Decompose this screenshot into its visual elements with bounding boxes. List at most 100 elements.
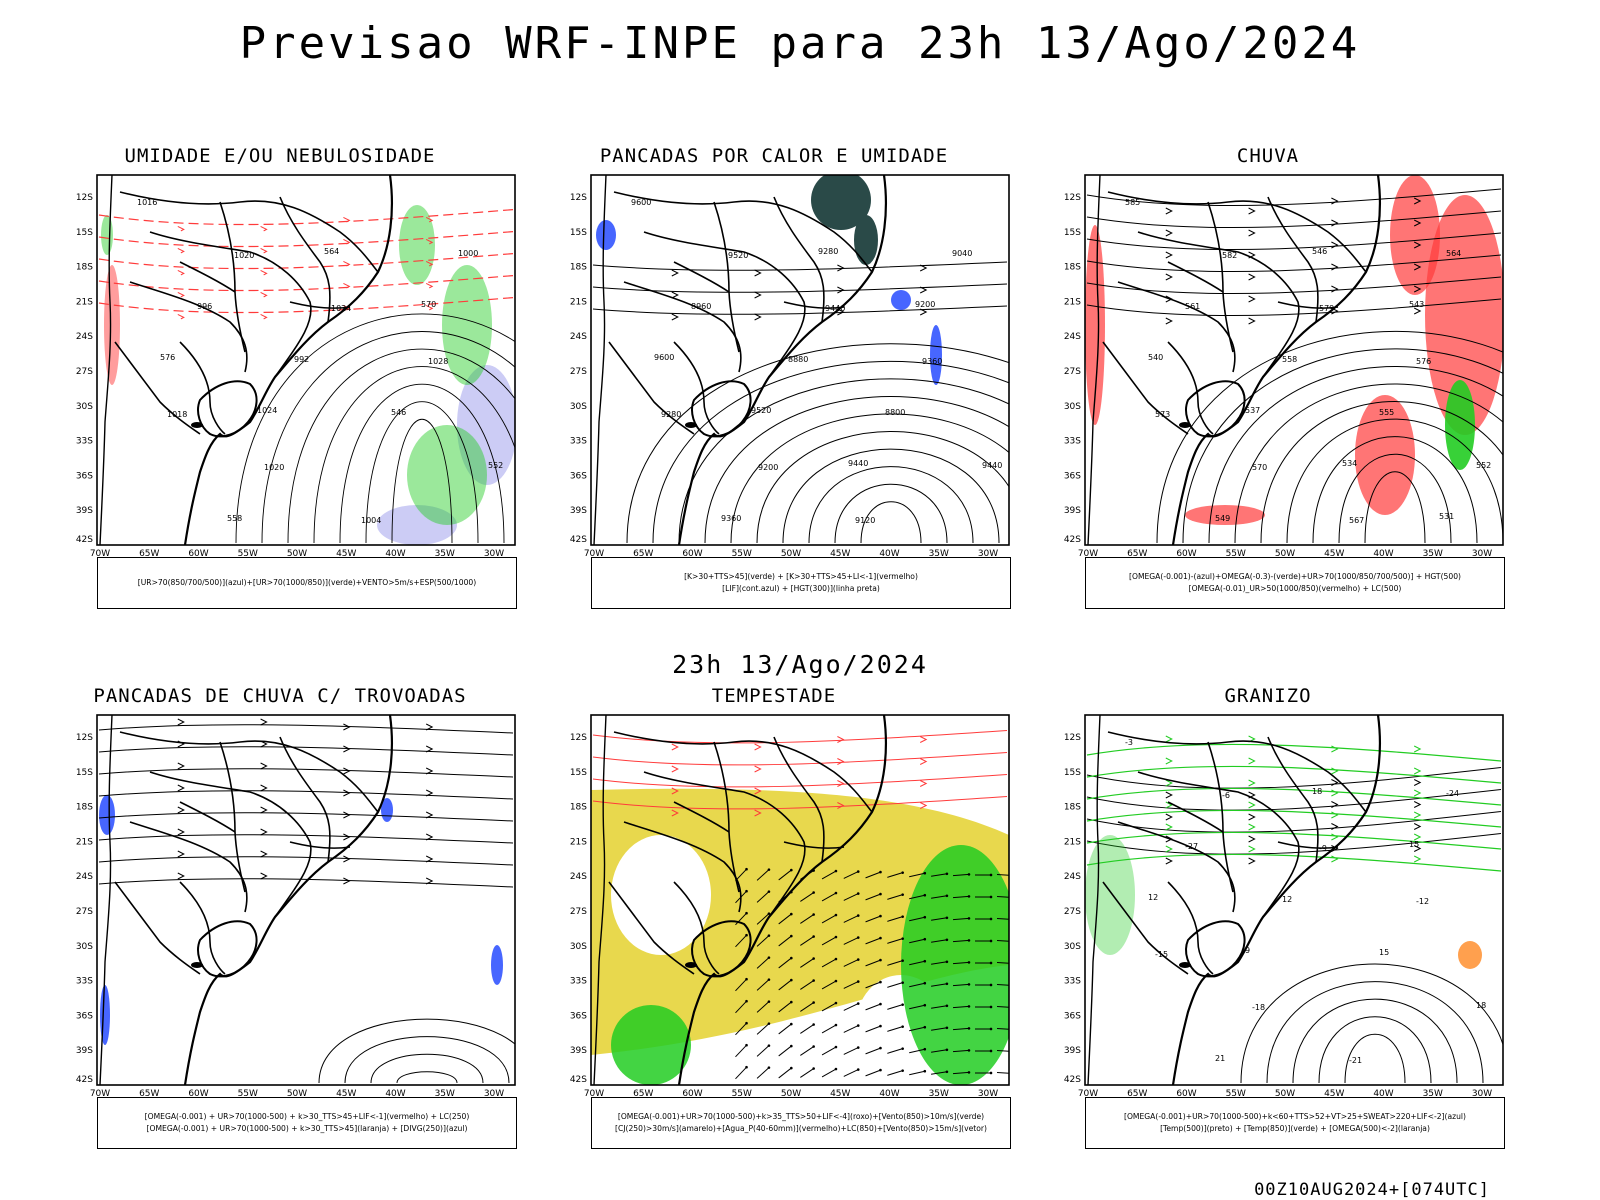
- panel-legend: [OMEGA(-0.001)+UR>70(1000-500)+k>35_TTS>…: [591, 1097, 1011, 1149]
- lat-tick-label: 15S: [1064, 228, 1081, 238]
- lat-tick-label: 33S: [1064, 977, 1081, 987]
- lat-tick-label: 15S: [76, 768, 93, 778]
- lat-tick-label: 30S: [76, 942, 93, 952]
- forecast-map: 12S 15S 18S 21S 24S 27S 30S 33S 36S 39S 42S 70W 65W 6…: [76, 714, 516, 1097]
- contour-label: 570: [421, 300, 436, 309]
- contour-label: 1020: [264, 463, 284, 472]
- lat-tick-label: 36S: [1064, 1011, 1081, 1021]
- panel-legend: [K>30+TTS>45](verde) + [K>30+TTS>45+LI<-…: [591, 557, 1011, 609]
- map-frame: [1084, 714, 1504, 1086]
- lon-tick-label: 60W: [1176, 549, 1196, 557]
- lon-tick-label: 30W: [978, 549, 998, 557]
- lat-tick-label: 33S: [76, 977, 93, 987]
- legend-line: [LIF](cont.azul) + [HGT(300)](linha pret…: [722, 584, 880, 593]
- contour-label: 543: [1409, 300, 1424, 309]
- lon-tick-label: 50W: [287, 549, 307, 557]
- lat-tick-label: 36S: [76, 471, 93, 481]
- contour-label: -12: [1416, 897, 1429, 906]
- contour-label: 567: [1349, 516, 1364, 525]
- lon-tick-label: 45W: [336, 549, 356, 557]
- lon-tick-label: 45W: [830, 549, 850, 557]
- legend-line: [OMEGA(-0.001) + UR>70(1000-500) + k>30_…: [146, 1124, 468, 1133]
- contour-label: 549: [1215, 514, 1230, 523]
- lat-tick-label: 36S: [1064, 471, 1081, 481]
- contour-label: 9: [1245, 946, 1250, 955]
- contour-label: -24: [1446, 789, 1459, 798]
- contour-label: 555: [1379, 408, 1394, 417]
- contour-label: -27: [1185, 842, 1198, 851]
- legend-line: [OMEGA(-0.001)+UR>70(1000-500)+k<60+TTS>…: [1123, 1112, 1466, 1121]
- panel-title: TEMPESTADE: [711, 685, 837, 707]
- lon-tick-label: 50W: [287, 1089, 307, 1097]
- lat-tick-label: 39S: [1064, 506, 1081, 516]
- contour-label: 552: [1476, 461, 1491, 470]
- lon-tick-label: 70W: [584, 1089, 604, 1097]
- lat-tick-label: 33S: [570, 977, 587, 987]
- contour-label: 9200: [915, 300, 935, 309]
- contour-label: 537: [1245, 406, 1260, 415]
- contour-label: 9200: [758, 463, 778, 472]
- lat-tick-label: 24S: [76, 872, 93, 882]
- lat-tick-label: 39S: [570, 506, 587, 516]
- legend-line: [UR>70(850/700/500)](azul)+[UR>70(1000/8…: [137, 578, 477, 587]
- lat-tick-label: 36S: [570, 471, 587, 481]
- lat-tick-label: 21S: [1064, 837, 1081, 847]
- contour-label: 9440: [982, 461, 1002, 470]
- lon-tick-label: 40W: [1373, 1089, 1393, 1097]
- lat-tick-label: 39S: [76, 506, 93, 516]
- panel-legend: [OMEGA(-0.001) + UR>70(1000-500) + k>30_…: [97, 1097, 517, 1149]
- lon-tick-label: 50W: [1275, 549, 1295, 557]
- lon-tick-label: 35W: [435, 1089, 455, 1097]
- lat-tick-label: 18S: [76, 803, 93, 813]
- lon-tick-label: 65W: [1127, 549, 1147, 557]
- lat-tick-label: 30S: [76, 402, 93, 412]
- contour-label: 534: [1342, 459, 1357, 468]
- lon-tick-label: 65W: [139, 549, 159, 557]
- contour-label: 531: [1439, 512, 1454, 521]
- map-panel: CHUVA 585 582 579 576 573 570 567 564 561 558 555 55…: [1048, 145, 1505, 625]
- map-frame: [96, 714, 516, 1086]
- contour-label: -9: [1319, 844, 1327, 853]
- panel-legend: [UR>70(850/700/500)](azul)+[UR>70(1000/8…: [97, 557, 517, 609]
- contour-label: 21: [1215, 1054, 1225, 1063]
- map-panel: GRANIZO -3 -6 -9 -12 -15 -18 -21 -24 -27 12 15 18 21 1…: [1048, 685, 1505, 1165]
- panel-legend: [OMEGA(-0.001)-(azul)+OMEGA(-0.3)-(verde…: [1085, 557, 1505, 609]
- forecast-map: 1016 1020 1024 1028 1018 1020 1004 1000 996 992 54…: [76, 174, 516, 557]
- map-layers: 9600 9520 9440 9360 9280 9200 9120 9040 8960 8880…: [592, 175, 1009, 545]
- lon-tick-label: 55W: [1226, 1089, 1246, 1097]
- lon-tick-label: 35W: [929, 1089, 949, 1097]
- contour-label: -21: [1349, 1056, 1362, 1065]
- contour-label: 15: [1409, 840, 1419, 849]
- legend-line: [CJ(250)>30m/s](amarelo)+[Agua_P(40-60mm…: [615, 1124, 987, 1133]
- lat-tick-label: 15S: [570, 228, 587, 238]
- lat-tick-label: 24S: [570, 872, 587, 882]
- lon-tick-label: 50W: [781, 549, 801, 557]
- contour-label: 996: [197, 302, 212, 311]
- lat-tick-label: 42S: [76, 535, 93, 545]
- lat-tick-label: 21S: [1064, 297, 1081, 307]
- map-layers: [591, 715, 1009, 1085]
- contour-label: 576: [160, 353, 175, 362]
- lat-tick-label: 15S: [570, 768, 587, 778]
- lat-tick-label: 42S: [1064, 1075, 1081, 1085]
- lon-tick-label: 30W: [1472, 1089, 1492, 1097]
- lon-tick-label: 30W: [484, 549, 504, 557]
- lat-tick-label: 21S: [570, 837, 587, 847]
- contour-label: 9280: [818, 247, 838, 256]
- map-panel: TEMPESTADE 12S 15S 18S 21S 24S 27S 30S 33S 36S 39S…: [554, 685, 1011, 1165]
- lat-tick-label: 27S: [76, 907, 93, 917]
- lat-tick-label: 12S: [570, 733, 587, 743]
- contour-label: 573: [1155, 410, 1170, 419]
- forecast-map: 585 582 579 576 573 570 567 564 561 558 555 552 549 5…: [1064, 174, 1504, 557]
- contour-label: 9440: [848, 459, 868, 468]
- contour-label: 582: [1222, 251, 1237, 260]
- lon-tick-label: 55W: [732, 549, 752, 557]
- lat-tick-label: 12S: [1064, 193, 1081, 203]
- lat-tick-label: 33S: [76, 437, 93, 447]
- lon-tick-label: 55W: [1226, 549, 1246, 557]
- contour-label: -15: [1155, 950, 1168, 959]
- lat-tick-label: 30S: [1064, 942, 1081, 952]
- lon-tick-label: 55W: [238, 1089, 258, 1097]
- panel-legend: [OMEGA(-0.001)+UR>70(1000-500)+k<60+TTS>…: [1085, 1097, 1505, 1149]
- lon-tick-label: 45W: [1324, 549, 1344, 557]
